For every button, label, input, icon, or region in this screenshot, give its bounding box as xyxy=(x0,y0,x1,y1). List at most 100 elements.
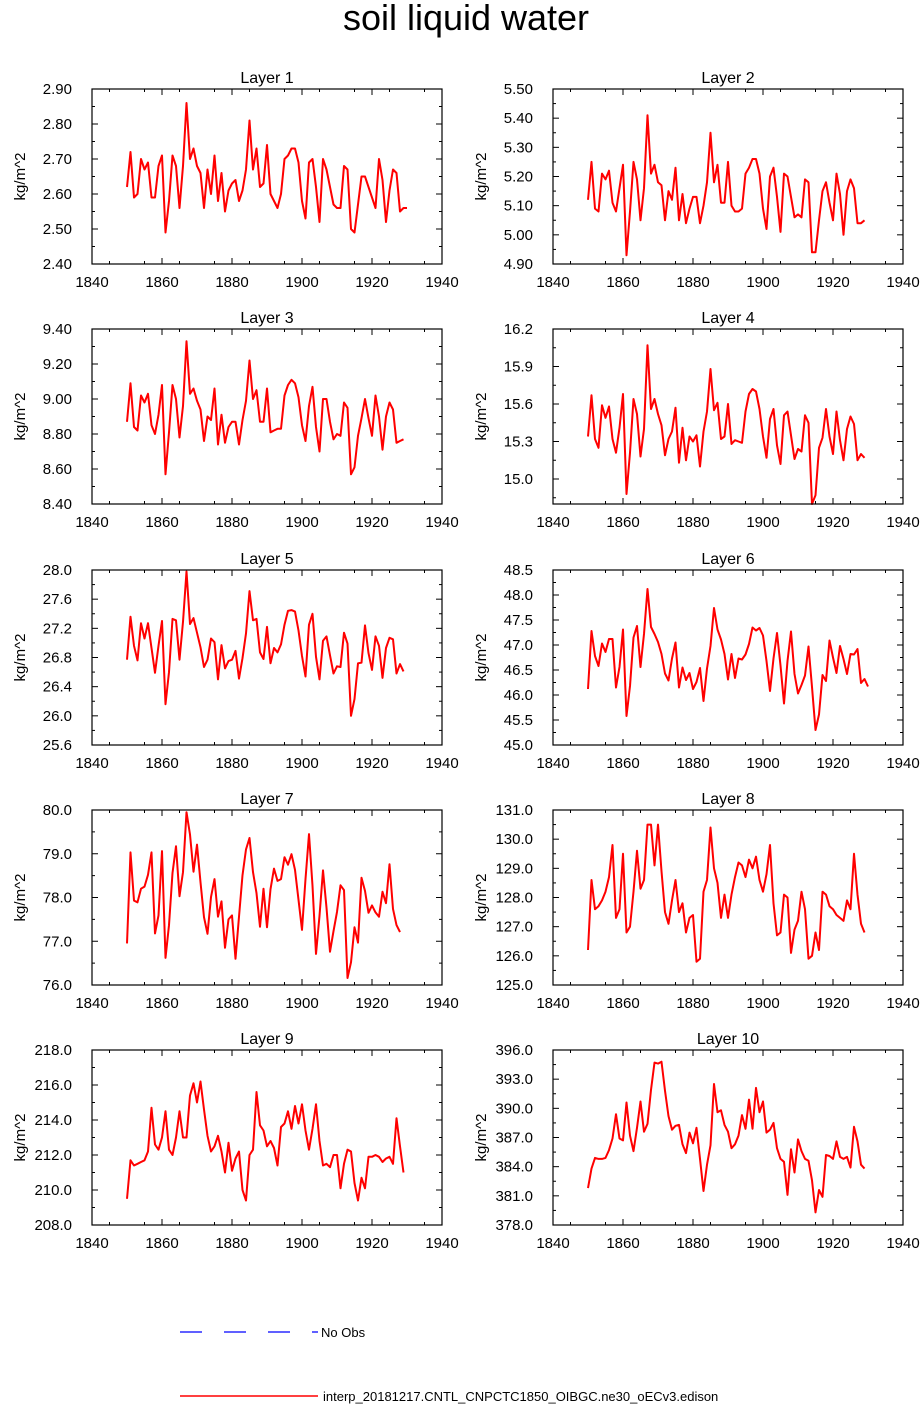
panel-title: Layer 10 xyxy=(697,1031,759,1048)
x-tick-label: 1900 xyxy=(746,514,779,531)
figure-title: soil liquid water xyxy=(343,0,589,38)
y-tick-label: 26.0 xyxy=(43,708,72,725)
x-tick-label: 1940 xyxy=(425,755,458,772)
x-tick-label: 1940 xyxy=(886,995,919,1012)
y-tick-label: 212.0 xyxy=(34,1147,72,1164)
y-tick-label: 25.6 xyxy=(43,737,72,754)
y-tick-label: 78.0 xyxy=(43,890,72,907)
plot-frame xyxy=(552,328,904,505)
panel-layer-3: Layer 3 kg/m^2 1840 1860 1880 1900 1920 1940 8.4… xyxy=(12,310,459,531)
x-tick-label: 1840 xyxy=(536,274,569,291)
y-tick-label: 46.0 xyxy=(504,687,533,704)
y-tick-label: 45.0 xyxy=(504,737,533,754)
x-tick-label: 1900 xyxy=(285,1235,318,1252)
x-tick-label: 1880 xyxy=(676,995,709,1012)
series-line xyxy=(126,340,404,476)
y-axis-label: kg/m^2 xyxy=(12,153,29,201)
y-tick-label: 2.70 xyxy=(43,151,72,168)
y-tick-label: 131.0 xyxy=(495,802,533,819)
plot-frame xyxy=(91,328,443,505)
plot-frame xyxy=(552,809,904,986)
y-axis-label: kg/m^2 xyxy=(473,153,490,201)
y-tick-label: 8.40 xyxy=(43,496,72,513)
y-axis-label: kg/m^2 xyxy=(473,874,490,922)
plot-frame xyxy=(91,1049,443,1226)
x-tick-label: 1840 xyxy=(75,995,108,1012)
plot-frame xyxy=(552,569,904,746)
y-tick-label: 27.6 xyxy=(43,591,72,608)
x-tick-label: 1880 xyxy=(676,1235,709,1252)
x-tick-label: 1860 xyxy=(145,995,178,1012)
x-tick-label: 1880 xyxy=(215,995,248,1012)
y-tick-label: 9.40 xyxy=(43,321,72,338)
x-tick-label: 1900 xyxy=(285,995,318,1012)
plot-frame xyxy=(91,88,443,265)
x-tick-label: 1840 xyxy=(536,995,569,1012)
y-tick-label: 2.80 xyxy=(43,116,72,133)
x-tick-label: 1840 xyxy=(75,274,108,291)
x-tick-label: 1900 xyxy=(746,755,779,772)
y-tick-label: 127.0 xyxy=(495,919,533,936)
y-tick-label: 216.0 xyxy=(34,1077,72,1094)
x-tick-label: 1920 xyxy=(355,514,388,531)
y-tick-label: 15.0 xyxy=(504,471,533,488)
x-tick-label: 1860 xyxy=(606,755,639,772)
series-line xyxy=(126,811,401,979)
y-tick-label: 15.9 xyxy=(504,359,533,376)
x-tick-label: 1860 xyxy=(145,514,178,531)
x-tick-label: 1880 xyxy=(215,514,248,531)
panel-title: Layer 8 xyxy=(701,791,754,808)
x-tick-label: 1860 xyxy=(606,274,639,291)
x-tick-label: 1940 xyxy=(886,514,919,531)
y-tick-label: 2.40 xyxy=(43,256,72,273)
x-tick-label: 1880 xyxy=(215,274,248,291)
x-tick-label: 1900 xyxy=(746,995,779,1012)
y-axis-label: kg/m^2 xyxy=(12,1114,29,1162)
x-tick-label: 1860 xyxy=(606,995,639,1012)
y-tick-label: 5.30 xyxy=(504,139,533,156)
series-line xyxy=(126,570,405,717)
x-tick-label: 1920 xyxy=(355,995,388,1012)
y-tick-label: 80.0 xyxy=(43,802,72,819)
y-tick-label: 5.10 xyxy=(504,198,533,215)
x-tick-label: 1900 xyxy=(746,1235,779,1252)
y-tick-label: 28.0 xyxy=(43,562,72,579)
y-tick-label: 2.90 xyxy=(43,81,72,98)
y-tick-label: 5.50 xyxy=(504,81,533,98)
legend-obs-label: No Obs xyxy=(321,1325,366,1340)
x-tick-label: 1920 xyxy=(816,755,849,772)
y-axis-label: kg/m^2 xyxy=(473,393,490,441)
y-tick-label: 8.80 xyxy=(43,426,72,443)
y-tick-label: 48.5 xyxy=(504,562,533,579)
x-tick-label: 1940 xyxy=(425,514,458,531)
x-tick-label: 1860 xyxy=(606,1235,639,1252)
y-tick-label: 9.00 xyxy=(43,391,72,408)
x-tick-label: 1920 xyxy=(355,1235,388,1252)
x-tick-label: 1860 xyxy=(145,755,178,772)
y-tick-label: 77.0 xyxy=(43,933,72,950)
y-tick-label: 15.3 xyxy=(504,434,533,451)
y-tick-label: 381.0 xyxy=(495,1188,533,1205)
y-tick-label: 47.5 xyxy=(504,612,533,629)
y-tick-label: 390.0 xyxy=(495,1100,533,1117)
x-tick-label: 1940 xyxy=(886,274,919,291)
panel-layer-9: Layer 9 kg/m^2 1840 1860 1880 1900 1920 1940 208… xyxy=(12,1031,459,1252)
x-tick-label: 1860 xyxy=(145,1235,178,1252)
x-tick-label: 1920 xyxy=(355,274,388,291)
y-axis-label: kg/m^2 xyxy=(12,874,29,922)
y-tick-label: 26.8 xyxy=(43,650,72,667)
y-tick-label: 128.0 xyxy=(495,890,533,907)
x-tick-label: 1860 xyxy=(606,514,639,531)
panel-layer-7: Layer 7 kg/m^2 1840 1860 1880 1900 1920 1940 76.… xyxy=(12,791,459,1012)
x-tick-label: 1900 xyxy=(285,755,318,772)
series-line xyxy=(126,1080,405,1202)
panel-title: Layer 1 xyxy=(240,70,293,87)
x-tick-label: 1920 xyxy=(355,755,388,772)
x-tick-label: 1880 xyxy=(215,1235,248,1252)
x-tick-label: 1880 xyxy=(676,755,709,772)
panel-title: Layer 5 xyxy=(240,551,293,568)
panel-layer-1: Layer 1 kg/m^2 1840 1860 1880 1900 1920 1940 2.4… xyxy=(12,70,459,291)
x-tick-label: 1940 xyxy=(886,755,919,772)
y-tick-label: 393.0 xyxy=(495,1071,533,1088)
y-tick-label: 396.0 xyxy=(495,1042,533,1059)
